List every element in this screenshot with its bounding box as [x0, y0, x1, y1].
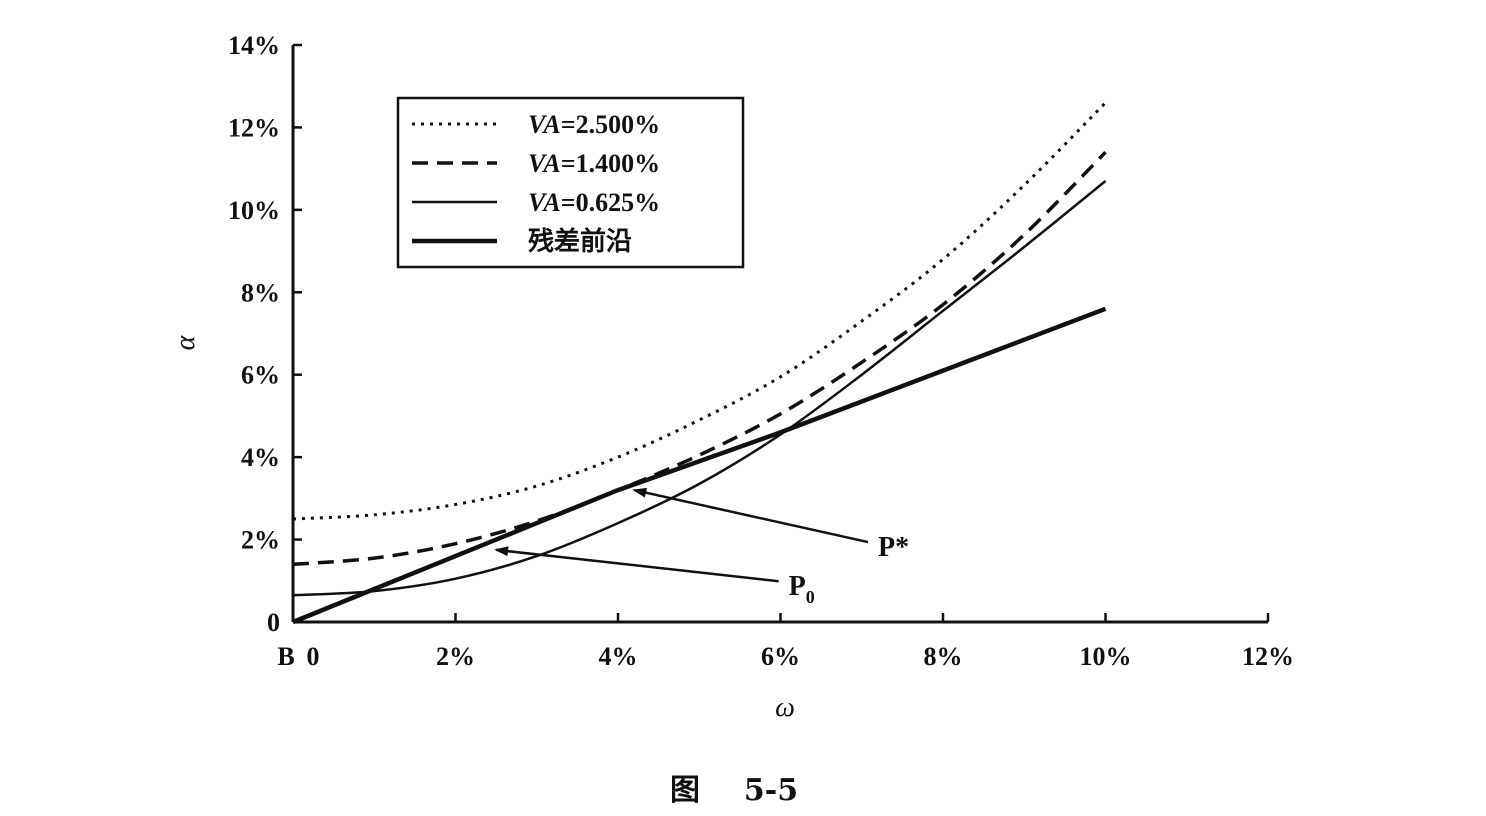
annotation-label-1: P* [878, 532, 909, 563]
x-axis-title: ω [775, 692, 795, 723]
y-tick-label: 4% [241, 443, 280, 472]
legend-label-rest: =2.500% [561, 110, 660, 139]
x-tick-label: 8% [924, 642, 963, 671]
y-tick-label: 2% [241, 526, 280, 555]
x-tick-label: 10% [1080, 642, 1132, 671]
y-tick-label: 8% [241, 278, 280, 307]
legend: VA=2.500%VA=1.400%VA=0.625%残差前沿 [396, 96, 745, 269]
legend-label-1: VA=2.500% [528, 110, 660, 139]
y-ticks: 0 2% 4% 6% 8% 10% 12% 14% [228, 31, 302, 637]
origin-label: B [277, 642, 294, 671]
y-tick-label: 14% [228, 31, 280, 60]
legend-label-italic: VA [528, 110, 561, 139]
x-tick-label: 2% [436, 642, 475, 671]
annotations: P* P0 [494, 487, 909, 607]
y-tick-label: 10% [228, 196, 280, 225]
series-line-2 [292, 150, 1107, 567]
legend-label-4: 残差前沿 [528, 226, 632, 257]
x-tick-label: 12% [1242, 642, 1294, 671]
legend-label-3: VA=0.625% [528, 188, 660, 217]
x-tick-label: 0 [307, 642, 320, 671]
annotation-text: P [789, 571, 806, 602]
y-tick-label: 0 [267, 608, 280, 637]
annotation-arrow-2 [494, 546, 779, 583]
x-tick-label: 4% [599, 642, 638, 671]
series-line-4 [292, 306, 1107, 625]
y-axis-title: α [170, 334, 201, 350]
legend-label-2: VA=1.400% [528, 149, 660, 178]
series-group [292, 101, 1107, 625]
annotation-text: P* [878, 532, 909, 563]
figure-caption-prefix: 图 [670, 773, 700, 808]
series-line-3 [292, 180, 1107, 597]
figure-caption-number: 5-5 [744, 773, 798, 808]
x-ticks: 0 2% 4% 6% 8% 10% 12% [307, 613, 1294, 671]
legend-label-rest: 残差前沿 [528, 226, 632, 257]
legend-label-rest: =0.625% [561, 188, 660, 217]
legend-label-italic: VA [528, 149, 561, 178]
annotation-subscript: 0 [806, 587, 815, 607]
annotation-label-2: P0 [789, 571, 815, 607]
legend-label-rest: =1.400% [561, 149, 660, 178]
y-tick-label: 12% [228, 113, 280, 142]
legend-label-italic: VA [528, 188, 561, 217]
annotation-arrow-1 [632, 487, 869, 544]
x-tick-label: 6% [761, 642, 800, 671]
y-tick-label: 6% [241, 361, 280, 390]
